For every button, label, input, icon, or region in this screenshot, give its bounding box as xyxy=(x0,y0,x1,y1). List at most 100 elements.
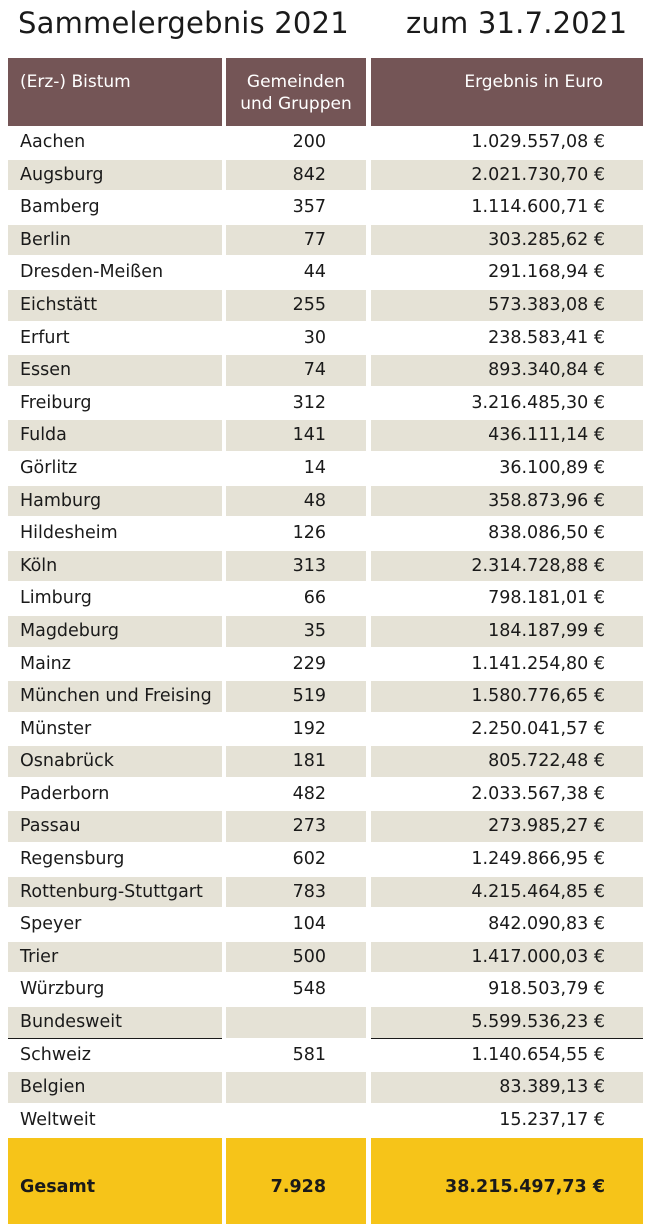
table-row: Hildesheim 126 838.086,50 € xyxy=(0,517,649,550)
total-row: Gesamt 7.928 38.215.497,73 € xyxy=(0,1138,649,1224)
date-label: zum 31.7.2021 xyxy=(406,6,628,40)
table-row: Bundesweit 5.599.536,23 € xyxy=(0,1006,649,1039)
row-name: Eichstätt xyxy=(8,289,222,321)
title-row: Sammelergebnis 2021 zum 31.7.2021 xyxy=(0,0,649,52)
row-count xyxy=(226,1007,366,1038)
table-row: Essen 74 893.340,84 € xyxy=(0,354,649,387)
table-row: Regensburg 602 1.249.866,95 € xyxy=(0,843,649,876)
header-gemeinden: Gemeinden und Gruppen xyxy=(226,58,366,126)
header-bistum-label: (Erz-) Bistum xyxy=(20,72,131,92)
row-count: 181 xyxy=(226,746,366,777)
row-name: Münster xyxy=(20,718,92,739)
row-count: 312 xyxy=(292,392,326,413)
total-count-cell: 7.928 xyxy=(226,1138,366,1224)
row-count: 255 xyxy=(226,289,366,321)
row-name: Augsburg xyxy=(8,159,222,191)
row-count: 548 xyxy=(292,979,326,1000)
header-gemeinden-line1: Gemeinden xyxy=(246,72,346,92)
row-count: 126 xyxy=(292,523,326,544)
row-amount: 15.237,17 € xyxy=(499,1109,605,1130)
total-label-cell: Gesamt xyxy=(8,1138,222,1224)
row-count: 783 xyxy=(226,876,366,908)
row-count xyxy=(226,1072,366,1103)
row-amount: 805.722,48 € xyxy=(371,746,643,777)
row-amount: 184.187,99 € xyxy=(371,615,643,647)
table-row: Freiburg 312 3.216.485,30 € xyxy=(0,387,649,420)
header-gemeinden-label: Gemeinden und Gruppen xyxy=(226,58,366,115)
table-row: Köln 313 2.314.728,88 € xyxy=(0,550,649,583)
total-amount-cell: 38.215.497,73 € xyxy=(371,1138,643,1224)
row-amount: 838.086,50 € xyxy=(488,523,605,544)
row-amount: 36.100,89 € xyxy=(499,457,605,478)
row-name: Limburg xyxy=(20,588,92,609)
row-name: Bamberg xyxy=(20,197,100,218)
row-count: 313 xyxy=(226,550,366,582)
table-row: Erfurt 30 238.583,41 € xyxy=(0,322,649,355)
row-name: Passau xyxy=(8,811,222,843)
row-name: Berlin xyxy=(8,224,222,256)
total-label: Gesamt xyxy=(20,1177,96,1197)
row-amount: 1.249.866,95 € xyxy=(471,849,605,870)
row-amount: 1.029.557,08 € xyxy=(471,132,605,152)
row-count: 44 xyxy=(303,262,326,283)
row-count: 500 xyxy=(226,941,366,973)
total-count: 7.928 xyxy=(270,1177,326,1197)
row-count: 519 xyxy=(226,681,366,712)
row-count: 581 xyxy=(292,1044,326,1065)
row-amount: 1.140.654,55 € xyxy=(471,1044,605,1065)
row-name: Mainz xyxy=(20,653,71,674)
header-bistum: (Erz-) Bistum xyxy=(8,58,222,126)
row-name: Erfurt xyxy=(20,327,70,348)
table-row: Mainz 229 1.141.254,80 € xyxy=(0,648,649,681)
row-amount: 83.389,13 € xyxy=(371,1072,643,1103)
row-amount: 2.250.041,57 € xyxy=(471,718,605,739)
row-amount: 238.583,41 € xyxy=(488,327,605,348)
row-name: Regensburg xyxy=(20,849,125,870)
table-row: Augsburg 842 2.021.730,70 € xyxy=(0,159,649,192)
row-amount: 358.873,96 € xyxy=(371,485,643,517)
row-amount: 893.340,84 € xyxy=(371,355,643,386)
header-gemeinden-line2: und Gruppen xyxy=(240,94,352,114)
row-count: 66 xyxy=(303,588,326,609)
table-row: Münster 192 2.250.041,57 € xyxy=(0,713,649,746)
row-amount: 2.314.728,88 € xyxy=(371,550,643,582)
row-count xyxy=(226,1105,366,1136)
table-header: (Erz-) Bistum Gemeinden und Gruppen Ergeb… xyxy=(0,58,649,126)
row-name: Dresden-Meißen xyxy=(20,262,164,283)
row-count: 602 xyxy=(292,849,326,870)
row-amount: 436.111,14 € xyxy=(371,420,643,451)
row-name: Trier xyxy=(8,941,222,973)
table-row: Fulda 141 436.111,14 € xyxy=(0,419,649,452)
row-count: 141 xyxy=(226,420,366,451)
table-row: Magdeburg 35 184.187,99 € xyxy=(0,615,649,648)
row-amount: 5.599.536,23 € xyxy=(371,1007,643,1038)
row-amount: 1.580.776,65 € xyxy=(371,681,643,712)
page-title: Sammelergebnis 2021 xyxy=(18,6,349,40)
row-amount: 2.033.567,38 € xyxy=(471,783,605,804)
row-name: Osnabrück xyxy=(8,746,222,777)
row-name: Rottenburg-Stuttgart xyxy=(8,876,222,908)
row-amount: 273.985,27 € xyxy=(371,811,643,843)
row-amount: 1.417.000,03 € xyxy=(371,941,643,973)
table-row: München und Freising 519 1.580.776,65 € xyxy=(0,680,649,713)
row-name: Belgien xyxy=(8,1072,222,1103)
table-row: Passau 273 273.985,27 € xyxy=(0,810,649,843)
table-row: Hamburg 48 358.873,96 € xyxy=(0,485,649,518)
row-name: Bundesweit xyxy=(8,1007,222,1038)
row-name: Paderborn xyxy=(20,783,110,804)
row-count: 77 xyxy=(226,224,366,256)
row-amount: 2.021.730,70 € xyxy=(371,159,643,191)
table-row: Paderborn 482 2.033.567,38 € xyxy=(0,778,649,811)
row-name: Hildesheim xyxy=(20,523,118,544)
row-count: 482 xyxy=(292,783,326,804)
table-row: Bamberg 357 1.114.600,71 € xyxy=(0,191,649,224)
row-amount: 291.168,94 € xyxy=(488,262,605,283)
header-ergebnis-label: Ergebnis in Euro xyxy=(464,72,603,92)
table-row: Dresden-Meißen 44 291.168,94 € xyxy=(0,256,649,289)
row-count: 842 xyxy=(226,159,366,191)
row-count: 273 xyxy=(226,811,366,843)
row-count: 200 xyxy=(292,132,326,152)
row-count: 48 xyxy=(226,485,366,517)
row-name: Speyer xyxy=(20,914,82,935)
table-row: Görlitz 14 36.100,89 € xyxy=(0,452,649,485)
